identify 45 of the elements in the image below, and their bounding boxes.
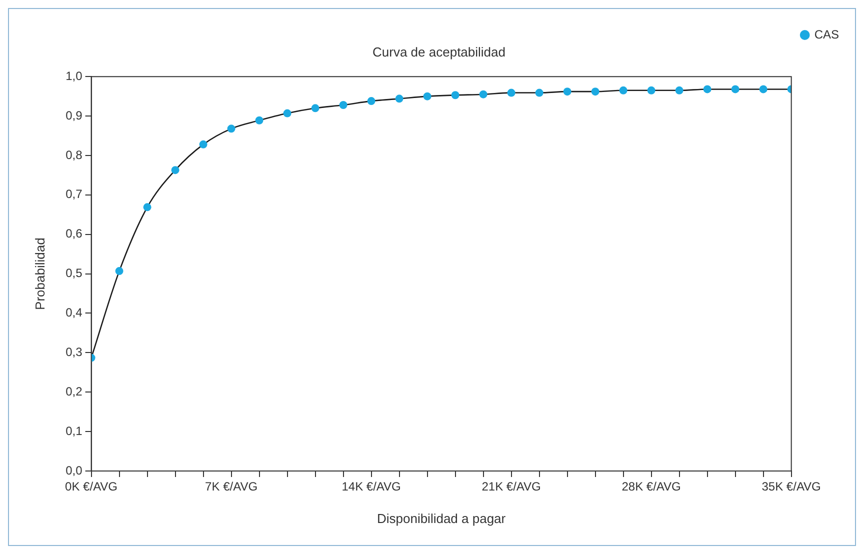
point <box>703 85 712 94</box>
point <box>451 91 460 100</box>
point <box>255 116 264 124</box>
point <box>171 166 180 174</box>
x-axis-title: Disponibilidad a pagar <box>376 510 506 526</box>
y-tick-label: 0,2 <box>66 384 83 398</box>
y-tick-label: 0,5 <box>66 266 83 280</box>
point <box>619 86 628 94</box>
point <box>367 97 376 106</box>
y-tick-label: 0,1 <box>66 424 83 438</box>
point <box>339 100 348 109</box>
y-axis-title: Probabilidad <box>32 238 48 310</box>
point <box>423 92 432 100</box>
point <box>395 94 404 103</box>
point <box>143 203 152 212</box>
x-tick-label: 0K €/AVG <box>65 480 118 494</box>
point <box>759 85 768 94</box>
y-tick-label: 0,7 <box>66 187 83 202</box>
y-tick-label: 0,0 <box>66 463 83 478</box>
y-tick-label: 0,6 <box>66 226 83 241</box>
y-tick-label: 1,0 <box>66 68 83 83</box>
legend-label: CAS <box>814 27 840 42</box>
x-tick-label: 28K €/AVG <box>622 480 681 494</box>
x-tick-label: 21K €/AVG <box>482 480 541 494</box>
x-tick-label: 7K €/AVG <box>205 480 258 494</box>
point <box>199 140 208 148</box>
chart-title: Curva de aceptabilidad <box>372 44 506 60</box>
point <box>535 88 544 97</box>
point <box>731 85 740 94</box>
y-tick-label: 0,9 <box>66 108 83 122</box>
point <box>647 86 656 94</box>
point <box>507 88 516 97</box>
point <box>675 86 684 94</box>
y-tick-label: 0,8 <box>66 148 83 162</box>
point <box>563 88 572 96</box>
point <box>283 109 292 118</box>
x-tick-label: 35K €/AVG <box>762 480 821 494</box>
y-tick-label: 0,4 <box>66 306 83 320</box>
point <box>227 124 236 133</box>
x-tick-label: 14K €/AVG <box>342 480 401 494</box>
point <box>591 88 600 96</box>
point <box>311 104 320 112</box>
point <box>479 90 488 98</box>
point <box>115 267 124 276</box>
y-tick-label: 0,3 <box>66 344 83 359</box>
